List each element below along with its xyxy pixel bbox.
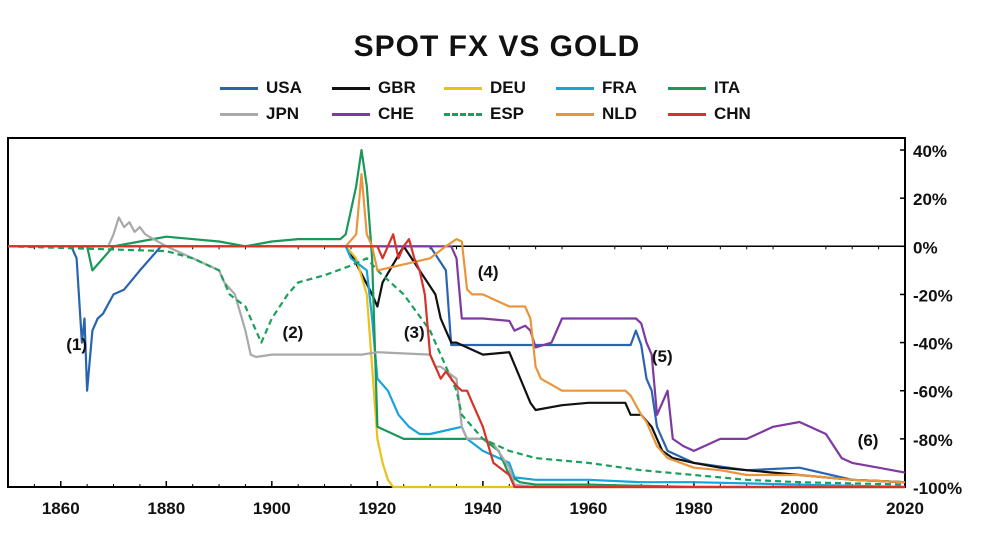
legend-item-chn: CHN xyxy=(668,104,751,124)
x-tick-label: 1900 xyxy=(253,499,291,518)
legend-item-esp: ESP xyxy=(444,104,524,124)
series-line-chn xyxy=(8,233,905,489)
x-tick-label: 2000 xyxy=(781,499,819,518)
series-line-fra xyxy=(8,245,906,489)
annotation-label: (2) xyxy=(283,323,304,342)
y-tick-label: -60% xyxy=(913,383,953,402)
annotation-label: (4) xyxy=(478,263,499,282)
legend-label: DEU xyxy=(490,78,526,97)
x-tick-label: 1960 xyxy=(569,499,607,518)
legend-label: USA xyxy=(266,78,302,97)
x-tick-label: 1860 xyxy=(42,499,80,518)
y-tick-label: -100% xyxy=(913,479,962,498)
y-tick-label: 0% xyxy=(913,238,938,257)
annotation-label: (6) xyxy=(858,431,879,450)
series-line-gbr xyxy=(8,245,906,484)
y-tick-label: 20% xyxy=(913,190,947,209)
series-line-usa xyxy=(8,245,906,484)
annotation-label: (5) xyxy=(652,347,673,366)
legend-label: ESP xyxy=(490,104,525,123)
legend-item-gbr: GBR xyxy=(332,78,416,98)
legend-item-usa: USA xyxy=(220,78,302,98)
legend-swatch xyxy=(332,112,370,116)
legend-label: FRA xyxy=(602,78,637,97)
legend-label: CHE xyxy=(378,104,414,123)
x-tick-label: 1880 xyxy=(147,499,185,518)
legend-swatch xyxy=(556,86,594,90)
series-line-ita xyxy=(8,148,905,489)
legend-swatch xyxy=(220,112,258,116)
y-tick-label: 40% xyxy=(913,142,947,161)
legend-label: JPN xyxy=(266,104,300,123)
chart-title: SPOT FX VS GOLD xyxy=(353,30,641,63)
series-line-esp xyxy=(7,245,906,486)
legend-item-che: CHE xyxy=(332,104,414,124)
x-tick-label: 1920 xyxy=(358,499,396,518)
y-tick-label: -80% xyxy=(913,431,953,450)
legend-item-jpn: JPN xyxy=(220,104,299,124)
legend-item-nld: NLD xyxy=(556,104,637,124)
series-line-che xyxy=(8,245,906,474)
legend-swatch xyxy=(220,86,258,90)
legend-item-deu: DEU xyxy=(444,78,526,98)
series-line-nld xyxy=(8,173,906,484)
legend-label: GBR xyxy=(378,78,416,97)
annotation-label: (3) xyxy=(404,323,425,342)
legend-swatch xyxy=(332,86,370,90)
x-tick-label: 1980 xyxy=(675,499,713,518)
annotation-label: (1) xyxy=(66,335,87,354)
legend-swatch xyxy=(668,112,706,116)
legend-swatch xyxy=(444,86,482,90)
legend-swatch xyxy=(556,112,594,116)
legend-label: NLD xyxy=(602,104,637,123)
y-tick-label: -20% xyxy=(913,286,953,305)
y-tick-label: -40% xyxy=(913,335,953,354)
legend-swatch xyxy=(444,112,482,116)
x-tick-label: 2020 xyxy=(886,499,924,518)
legend-item-ita: ITA xyxy=(668,78,740,98)
legend-label: CHN xyxy=(714,104,751,123)
legend-label: ITA xyxy=(714,78,741,97)
x-tick-label: 1940 xyxy=(464,499,502,518)
series-line-deu xyxy=(8,245,905,489)
plot-frame xyxy=(7,137,906,488)
legend-item-fra: FRA xyxy=(556,78,637,98)
legend-swatch xyxy=(668,86,706,90)
